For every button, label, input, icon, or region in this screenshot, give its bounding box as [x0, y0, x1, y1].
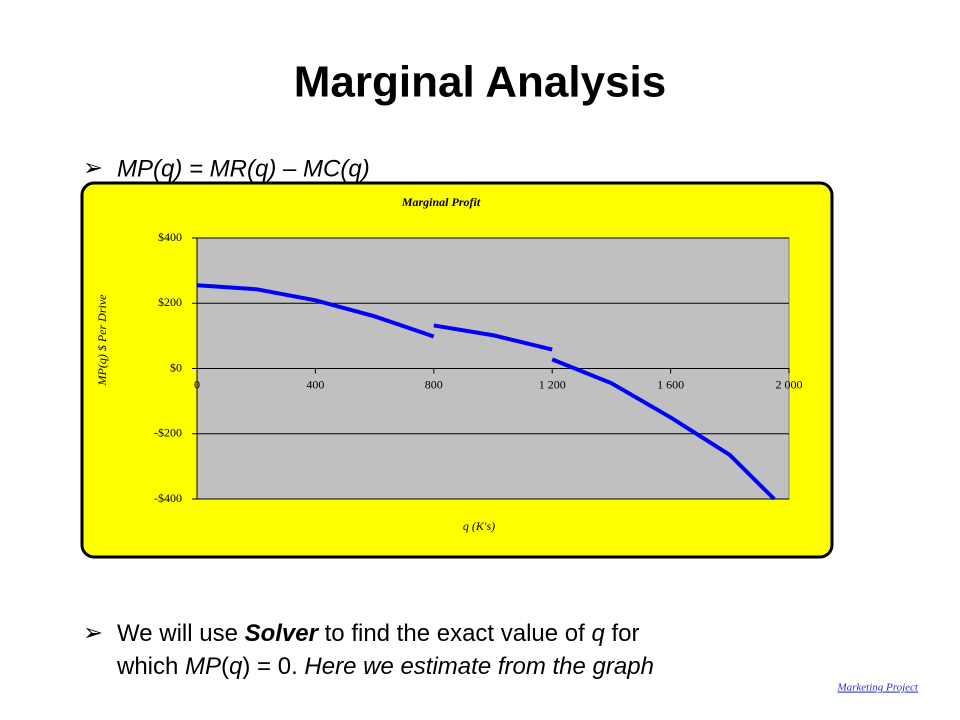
text-run: ( [221, 653, 229, 680]
chart-title: Marginal Profit [401, 195, 481, 209]
x-tick-label: 2 000 [776, 377, 803, 391]
x-axis-label: q (K's) [463, 519, 495, 533]
x-tick-label: 0 [194, 377, 200, 391]
y-tick-label: -$200 [154, 426, 182, 440]
bullet-text: which MP(q) = 0. Here we estimate from t… [116, 653, 654, 680]
bullet-text: We will use Solver to find the exact val… [117, 620, 640, 647]
text-run: ) = 0. [242, 653, 304, 680]
text-run: q [591, 620, 605, 647]
x-tick-label: 1 200 [539, 377, 566, 391]
y-tick-label: $200 [158, 295, 182, 309]
text-run: We will use [117, 620, 245, 647]
x-tick-label: 800 [425, 377, 443, 391]
bullet-text: MP(q) = MR(q) – MC(q) [117, 155, 370, 182]
data-line [196, 283, 776, 501]
text-run: to find the exact value of [318, 620, 592, 647]
y-tick-label: -$400 [154, 491, 182, 505]
link[interactable]: Marketing Project [836, 682, 918, 694]
x-tick-label: 400 [306, 377, 324, 391]
y-tick-label: $0 [170, 360, 182, 374]
y-tick-label: $400 [158, 230, 182, 244]
x-tick-label: 1 600 [657, 377, 684, 391]
slide-title: Marginal Analysis [294, 58, 667, 107]
bullet-icon: ➢ [83, 156, 103, 182]
text-run: Solver [245, 620, 320, 647]
text-run: q [229, 653, 243, 680]
y-axis-label: MP(q) $ Per Drive [95, 294, 109, 387]
text-run: which [116, 653, 185, 680]
text-run: for [605, 620, 640, 647]
text-run: MP [185, 653, 221, 680]
bullet-icon: ➢ [83, 621, 103, 647]
text-run: Here we estimate from the graph [304, 653, 654, 680]
